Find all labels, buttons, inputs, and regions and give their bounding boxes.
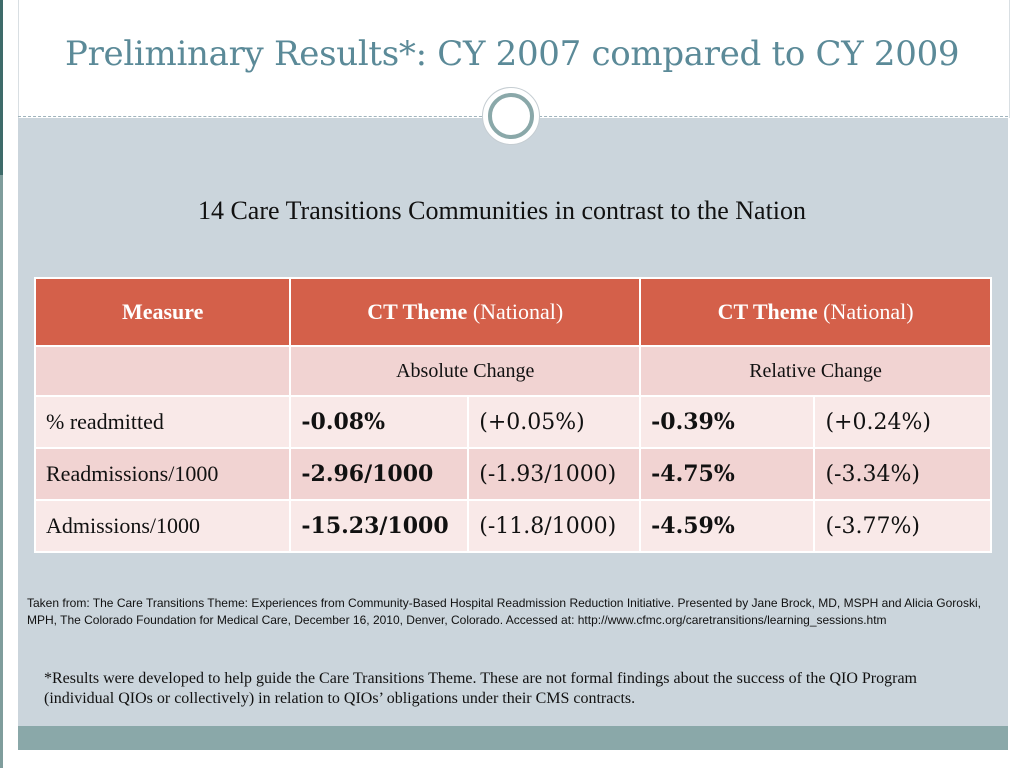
measure-cell: Readmissions/1000 — [33, 447, 292, 501]
relative-national-value: (+0.24%) — [813, 395, 992, 449]
slide-footer-bar — [18, 726, 1008, 750]
results-table: Measure CT Theme (National) CT Theme (Na… — [33, 277, 992, 553]
relative-national-value: (-3.34%) — [813, 447, 992, 501]
left-edge-stripe — [0, 0, 3, 768]
absolute-ct-theme-value: -15.23/1000 — [289, 499, 470, 553]
table-row: Admissions/1000 -15.23/1000 (-11.8/1000)… — [33, 499, 992, 553]
absolute-ct-theme-value: -2.96/1000 — [289, 447, 470, 501]
table-subheader-row: Absolute Change Relative Change — [33, 345, 992, 397]
absolute-ct-theme-value: -0.08% — [289, 395, 470, 449]
relative-ct-theme-value: -4.59% — [639, 499, 816, 553]
header-measure: Measure — [33, 277, 292, 347]
subheader-relative-change: Relative Change — [639, 345, 992, 397]
absolute-national-value: (+0.05%) — [467, 395, 642, 449]
subheader-empty-cell — [33, 345, 292, 397]
header-ct-theme-label: CT Theme — [717, 299, 818, 324]
table-header-row: Measure CT Theme (National) CT Theme (Na… — [33, 277, 992, 347]
absolute-national-value: (-1.93/1000) — [467, 447, 642, 501]
circle-ornament-ring — [488, 93, 534, 139]
left-edge-stripe-dark — [0, 0, 3, 175]
table-row: % readmitted -0.08% (+0.05%) -0.39% (+0.… — [33, 395, 992, 449]
slide-subtitle: 14 Care Transitions Communities in contr… — [197, 196, 807, 225]
header-national-label: (National) — [823, 299, 914, 324]
subheader-absolute-change: Absolute Change — [289, 345, 642, 397]
header-national-label: (National) — [472, 299, 564, 324]
source-citation: Taken from: The Care Transitions Theme: … — [27, 596, 981, 627]
relative-national-value: (-3.77%) — [813, 499, 992, 553]
table-row: Readmissions/1000 -2.96/1000 (-1.93/1000… — [33, 447, 992, 501]
header-absolute-ct-theme: CT Theme (National) — [289, 277, 642, 347]
measure-cell: % readmitted — [33, 395, 292, 449]
absolute-national-value: (-11.8/1000) — [467, 499, 642, 553]
results-footnote: *Results were developed to help guide th… — [44, 670, 917, 707]
relative-ct-theme-value: -0.39% — [639, 395, 816, 449]
slide-title: Preliminary Results*: CY 2007 compared t… — [65, 34, 960, 74]
measure-cell: Admissions/1000 — [33, 499, 292, 553]
relative-ct-theme-value: -4.75% — [639, 447, 816, 501]
header-ct-theme-label: CT Theme — [367, 299, 468, 324]
header-relative-ct-theme: CT Theme (National) — [639, 277, 992, 347]
